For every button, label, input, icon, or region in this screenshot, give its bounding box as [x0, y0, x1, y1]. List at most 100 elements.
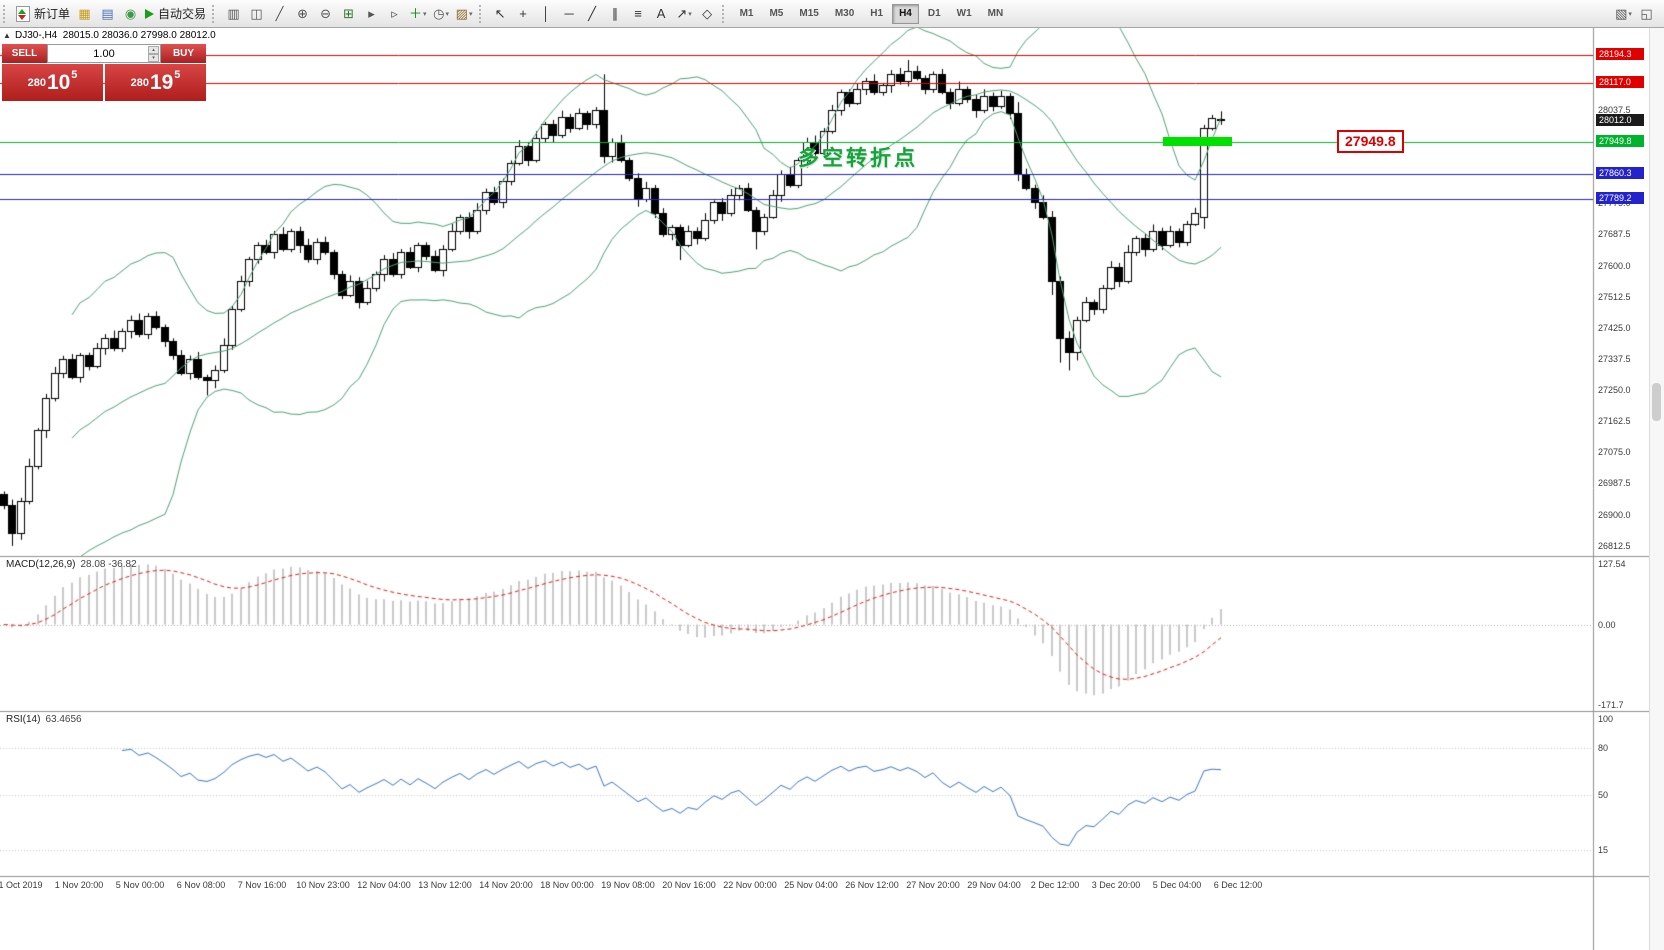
time-axis-label: 5 Nov 00:00: [115, 880, 165, 890]
equidistant-channel-button[interactable]: ∥: [604, 3, 627, 25]
buy-price[interactable]: 280 19 5: [105, 64, 206, 101]
zoom-in-button[interactable]: ⊕: [291, 3, 314, 25]
candlestick-chart-button[interactable]: ◫: [245, 3, 268, 25]
timeframe-m5[interactable]: M5: [762, 4, 790, 24]
candlestick-chart-icon: ◫: [250, 6, 263, 21]
time-axis-label: 29 Nov 04:00: [967, 880, 1021, 890]
cursor-button[interactable]: ↖: [489, 3, 512, 25]
time-axis-label: 7 Nov 16:00: [237, 880, 287, 890]
periods-icon: ◷: [433, 6, 445, 21]
timeframe-m1[interactable]: M1: [733, 4, 761, 24]
crosshair-icon: +: [519, 6, 527, 21]
sell-button[interactable]: SELL: [2, 44, 47, 63]
price-axis-label: 27425.0: [1598, 323, 1631, 333]
chart-shift-button[interactable]: ▹: [383, 3, 406, 25]
new-chart-button[interactable]: ▧ ▾: [1612, 3, 1635, 25]
market-watch-button[interactable]: ▦: [73, 3, 96, 25]
chevron-down-icon: ▾: [468, 10, 473, 18]
new-order-button[interactable]: 新订单: [13, 3, 73, 25]
toolbar-grip[interactable]: [721, 4, 727, 23]
templates-button[interactable]: ▨ ▾: [453, 3, 476, 25]
volume-box: ▴ ▾: [47, 44, 161, 63]
chevron-down-icon: ▾: [688, 10, 692, 18]
indicators-button[interactable]: ＋ ▾: [406, 3, 430, 25]
volume-up-icon[interactable]: ▴: [148, 46, 159, 54]
one-click-collapse-icon[interactable]: ▲: [3, 31, 11, 40]
highlight-segment[interactable]: [1163, 137, 1232, 146]
new-order-label: 新订单: [34, 7, 71, 21]
timeframe-d1[interactable]: D1: [921, 4, 948, 24]
level-price-label: 27949.8: [1596, 135, 1644, 147]
time-axis-label: 18 Nov 00:00: [540, 880, 594, 890]
text-label-button[interactable]: A: [650, 3, 673, 25]
time-axis-label: 10 Nov 23:00: [296, 880, 350, 890]
price-axis-label: 27687.5: [1598, 229, 1631, 239]
shapes-button[interactable]: ◇: [696, 3, 719, 25]
buy-button[interactable]: BUY: [161, 44, 206, 63]
time-axis-label: 6 Dec 12:00: [1213, 880, 1263, 890]
navigator-icon: ◉: [124, 6, 137, 21]
price-axis-label: 28037.5: [1598, 105, 1631, 115]
rsi-scale-label: 15: [1598, 845, 1609, 855]
trendline-icon: ╱: [588, 6, 596, 21]
timeframe-mn[interactable]: MN: [981, 4, 1011, 24]
cursor-icon: ↖: [494, 6, 506, 21]
new-chart-icon: ▧: [1615, 6, 1628, 21]
scrollbar-thumb[interactable]: [1652, 383, 1661, 421]
chevron-down-icon: ▾: [1628, 10, 1632, 18]
macd-value: 28.08 -36.82: [80, 559, 137, 570]
crosshair-button[interactable]: +: [512, 3, 535, 25]
price-callout-box[interactable]: 27949.8: [1337, 130, 1404, 153]
line-chart-button[interactable]: ╱: [268, 3, 291, 25]
sell-price-pip: 5: [71, 69, 78, 81]
rsi-title: RSI(14): [6, 714, 41, 725]
equidistant-channel-icon: ∥: [611, 6, 619, 21]
sell-price[interactable]: 280 10 5: [2, 64, 103, 101]
macd-title: MACD(12,26,9): [6, 559, 76, 570]
time-axis-label: 22 Nov 00:00: [723, 880, 777, 890]
price-axis-label: 26812.5: [1598, 541, 1631, 551]
fibonacci-button[interactable]: ≡: [627, 3, 650, 25]
horizontal-line-button[interactable]: ─: [558, 3, 581, 25]
toolbar-grip[interactable]: [3, 4, 8, 23]
timeframe-m15[interactable]: M15: [792, 4, 825, 24]
tile-windows-icon: ⊞: [343, 6, 354, 21]
time-axis-label: 5 Dec 04:00: [1152, 880, 1202, 890]
one-click-trading-panel: SELL ▴ ▾ BUY 280 10 5 280 19 5: [2, 44, 206, 101]
shapes-icon: ◇: [702, 6, 713, 21]
timeframe-m30[interactable]: M30: [828, 4, 861, 24]
level-price-label: 27789.2: [1596, 192, 1644, 204]
price-axis-label: 26987.5: [1598, 478, 1631, 488]
price-axis-label: 26900.0: [1598, 510, 1631, 520]
time-axis-label: 1 Nov 20:00: [54, 880, 104, 890]
toolbar-grip[interactable]: [478, 4, 484, 23]
trendline-button[interactable]: ╱: [581, 3, 604, 25]
timeframe-h4[interactable]: H4: [892, 3, 919, 24]
tile-windows-button[interactable]: ⊞: [337, 3, 360, 25]
auto-scroll-icon: ▸: [368, 6, 375, 21]
timeframe-h1[interactable]: H1: [863, 4, 890, 24]
current-price-label: 28012.0: [1596, 114, 1644, 126]
zoom-out-icon: ⊖: [320, 6, 331, 21]
zoom-out-button[interactable]: ⊖: [314, 3, 337, 25]
bar-chart-button[interactable]: ▥: [222, 3, 245, 25]
main-toolbar: 新订单 ▦ ▤ ◉ 自动交易 ▥ ◫ ╱ ⊕ ⊖ ⊞ ▸ ▹ ＋ ▾ ◷ ▾ ▨ ▾ ↖ + │ ─ ╱ ∥ ≡ A ↗ ▾ ◇ …: [0, 0, 1664, 28]
data-window-button[interactable]: ▤: [96, 3, 119, 25]
rsi-scale-label: 100: [1598, 714, 1614, 724]
toolbar-grip[interactable]: [212, 4, 217, 23]
periods-button[interactable]: ◷ ▾: [430, 3, 453, 25]
auto-scroll-button[interactable]: ▸: [360, 3, 383, 25]
volume-down-icon[interactable]: ▾: [148, 54, 159, 62]
sell-price-prefix: 280: [27, 76, 46, 89]
arrows-button[interactable]: ↗ ▾: [673, 3, 696, 25]
timeframe-w1[interactable]: W1: [950, 4, 979, 24]
autotrading-button[interactable]: 自动交易: [142, 3, 209, 25]
volume-input[interactable]: [70, 47, 138, 60]
vertical-line-button[interactable]: │: [535, 3, 558, 25]
chart-annotation-text[interactable]: 多空转折点: [798, 147, 918, 170]
navigator-button[interactable]: ◉: [119, 3, 142, 25]
window-layout-button[interactable]: ◱: [1635, 3, 1658, 25]
rsi-value: 63.4656: [45, 714, 82, 725]
